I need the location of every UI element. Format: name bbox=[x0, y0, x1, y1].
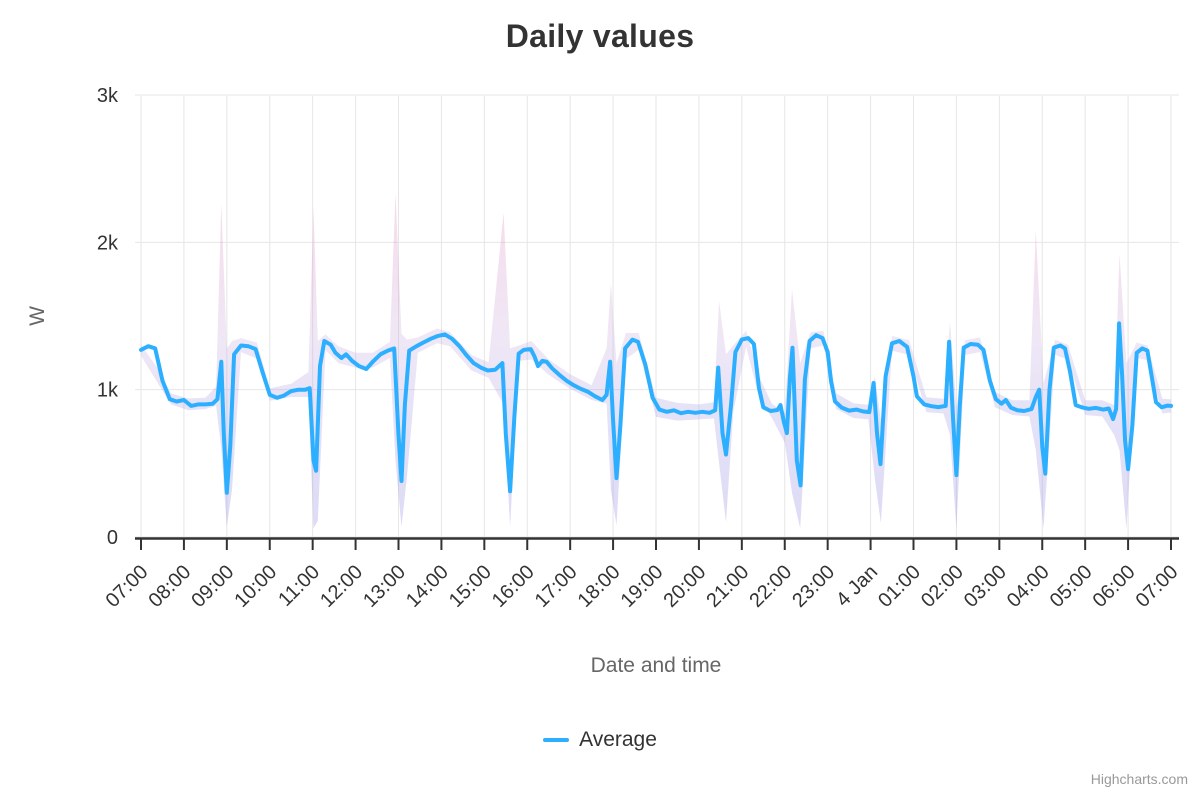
x-tick-label: 19:00 bbox=[617, 561, 668, 612]
x-tick-label: 06:00 bbox=[1089, 561, 1140, 612]
x-tick-label: 13:00 bbox=[359, 561, 410, 612]
x-axis-title: Date and time bbox=[590, 654, 722, 677]
x-tick-label: 02:00 bbox=[917, 561, 968, 612]
highcharts-credit-link[interactable]: Highcharts.com bbox=[1090, 771, 1188, 787]
y-tick-label: 3k bbox=[97, 85, 119, 107]
legend: Average bbox=[0, 728, 1200, 752]
x-tick-label: 12:00 bbox=[316, 561, 367, 612]
x-tick-label: 22:00 bbox=[745, 561, 796, 612]
average-line[interactable] bbox=[139, 321, 1173, 495]
y-tick-label: 0 bbox=[107, 527, 118, 549]
x-tick-label: 04:00 bbox=[1003, 561, 1054, 612]
x-tick-label: 4 Jan bbox=[832, 561, 882, 611]
y-tick-label: 2k bbox=[97, 232, 119, 254]
x-tick-label: 17:00 bbox=[531, 561, 582, 612]
x-tick-label: 09:00 bbox=[187, 561, 238, 612]
x-tick-label: 10:00 bbox=[230, 561, 281, 612]
chart-title: Daily values bbox=[505, 18, 695, 54]
x-tick-label: 07:00 bbox=[102, 561, 153, 612]
x-tick-label: 14:00 bbox=[402, 561, 453, 612]
legend-label: Average bbox=[579, 728, 657, 751]
x-tick-label: 20:00 bbox=[659, 561, 710, 612]
x-tick-label: 16:00 bbox=[488, 561, 539, 612]
x-tick-label: 01:00 bbox=[874, 561, 925, 612]
x-tick-label: 15:00 bbox=[445, 561, 496, 612]
legend-line-marker-icon bbox=[543, 738, 570, 742]
x-tick-label: 21:00 bbox=[702, 561, 753, 612]
x-tick-label: 07:00 bbox=[1132, 561, 1183, 612]
x-tick-label: 08:00 bbox=[144, 561, 195, 612]
legend-item-average[interactable]: Average bbox=[543, 728, 657, 752]
y-tick-label: 1k bbox=[97, 380, 119, 402]
x-tick-label: 05:00 bbox=[1046, 561, 1097, 612]
x-tick-label: 23:00 bbox=[788, 561, 839, 612]
x-tick-label: 18:00 bbox=[574, 561, 625, 612]
x-tick-label: 11:00 bbox=[274, 561, 324, 611]
y-axis-title: W bbox=[26, 306, 49, 326]
x-tick-label: 03:00 bbox=[960, 561, 1011, 612]
